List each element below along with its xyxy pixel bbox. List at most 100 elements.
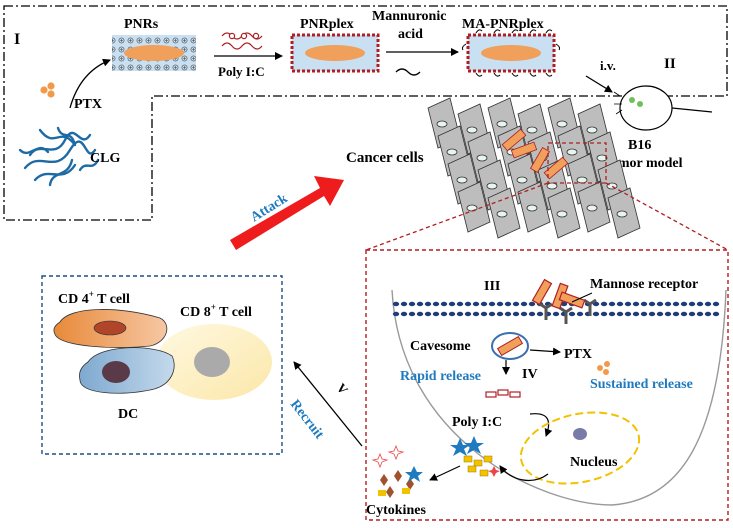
tumor-nanorod — [510, 141, 538, 159]
lipid-head — [464, 301, 472, 307]
cd4-label: CD 4+ T cell — [58, 289, 130, 307]
mannose-receptor-pointer — [571, 292, 593, 303]
lipid-head — [592, 311, 600, 317]
zoom-source-box — [547, 142, 607, 184]
lipid-head — [536, 311, 544, 317]
cancer-cell-nucleus — [466, 126, 478, 134]
secreted-cytokines — [371, 444, 423, 498]
lipid-head — [640, 311, 648, 317]
lipid-head — [680, 301, 688, 307]
recruit-arrow — [293, 361, 363, 447]
cancer-cell-cluster — [427, 97, 641, 239]
lipid-head — [448, 311, 456, 317]
clg-to-pnrs-arrow — [69, 58, 111, 109]
lipid-head — [560, 301, 568, 307]
pnrs-label: PNRs — [124, 17, 159, 32]
lipid-head — [528, 311, 536, 317]
mannuronic-acid-icon — [395, 68, 421, 76]
nucleus-ring — [519, 411, 641, 485]
lipid-head — [608, 301, 616, 307]
cancer-cell-nucleus — [436, 120, 448, 128]
lipid-head — [632, 301, 640, 307]
lipid-head — [568, 311, 576, 317]
lipid-head — [520, 311, 528, 317]
bound-nanorods — [531, 278, 586, 310]
clg-polymer-icon — [18, 126, 100, 187]
lipid-head — [640, 301, 648, 307]
lipid-head — [624, 301, 632, 307]
lipid-head — [496, 301, 504, 307]
cancer-cell-nucleus — [576, 176, 588, 184]
lipid-head — [656, 301, 664, 307]
lipid-head — [616, 311, 624, 317]
lipid-head — [688, 311, 696, 317]
poly-ic-icon — [221, 32, 263, 50]
mannose-receptor-label: Mannose receptor — [590, 277, 698, 292]
lipid-head — [504, 311, 512, 317]
sustained-release-label: Sustained release — [590, 377, 693, 392]
lipid-head — [440, 301, 448, 307]
mannuronic-label-line2: acid — [398, 27, 423, 42]
poly-ic-detail-label: Poly I:C — [452, 415, 502, 430]
clg-label: CLG — [90, 151, 120, 166]
lipid-head — [400, 311, 408, 317]
lipid-head — [616, 301, 624, 307]
pnrplex-label: PNRplex — [300, 17, 354, 32]
cancer-cells-label: Cancer cells — [346, 150, 424, 166]
mouse-icon — [613, 85, 713, 131]
cancer-cell-nucleus — [556, 120, 568, 128]
lipid-head — [480, 311, 488, 317]
attack-arrow — [230, 176, 344, 250]
ma-pnrplex-nanorod — [461, 29, 561, 77]
lipid-head — [704, 311, 712, 317]
lipid-head — [648, 311, 656, 317]
lipid-head — [600, 311, 608, 317]
lipid-head — [456, 301, 464, 307]
dc-label: DC — [118, 407, 138, 422]
lipid-head — [664, 301, 672, 307]
zoom-line-left — [365, 182, 549, 251]
lipid-head — [632, 311, 640, 317]
tumor-nanorod — [501, 128, 527, 152]
poly-ic-to-nucleus-arrow — [529, 413, 553, 437]
lipid-head — [496, 311, 504, 317]
ma-pnrplex-label: MA-PNRplex — [462, 17, 544, 32]
cavesome-nanorod — [496, 335, 524, 357]
cancer-cell-nucleus — [596, 154, 608, 162]
lipid-head — [480, 301, 488, 307]
lipid-head — [648, 301, 656, 307]
lipid-head — [592, 301, 600, 307]
dendritic-cell — [79, 347, 175, 394]
section-label-III: III — [484, 279, 500, 294]
cancer-cell-nucleus — [516, 176, 528, 184]
lipid-head — [408, 311, 416, 317]
lipid-head — [424, 301, 432, 307]
lipid-head — [696, 311, 704, 317]
lipid-head — [576, 311, 584, 317]
lipid-head — [704, 301, 712, 307]
lipid-head — [416, 301, 424, 307]
lipid-head — [400, 301, 408, 307]
lipid-head — [472, 311, 480, 317]
lipid-head — [664, 311, 672, 317]
lipid-head — [512, 311, 520, 317]
lipid-head — [472, 301, 480, 307]
lipid-head — [696, 301, 704, 307]
cavesome-label: Cavesome — [410, 339, 471, 354]
lipid-head — [552, 311, 560, 317]
cell-detail-frame — [365, 249, 729, 521]
cancer-cell-nucleus — [526, 126, 538, 134]
ptx-release-label: PTX — [564, 347, 592, 362]
lipid-head — [440, 311, 448, 317]
lipid-head — [712, 301, 720, 307]
cd4-t-cell — [53, 309, 168, 348]
cell-membrane — [391, 289, 727, 506]
recruit-label: Recruit — [287, 397, 327, 442]
nucleus-to-cytokine-arrow — [499, 465, 549, 482]
cancer-cell-nucleus — [456, 176, 468, 184]
lipid-head — [408, 301, 416, 307]
cancer-cell-nucleus — [496, 210, 508, 218]
cancer-cell-nucleus — [556, 210, 568, 218]
cancer-cell-nucleus — [616, 210, 628, 218]
